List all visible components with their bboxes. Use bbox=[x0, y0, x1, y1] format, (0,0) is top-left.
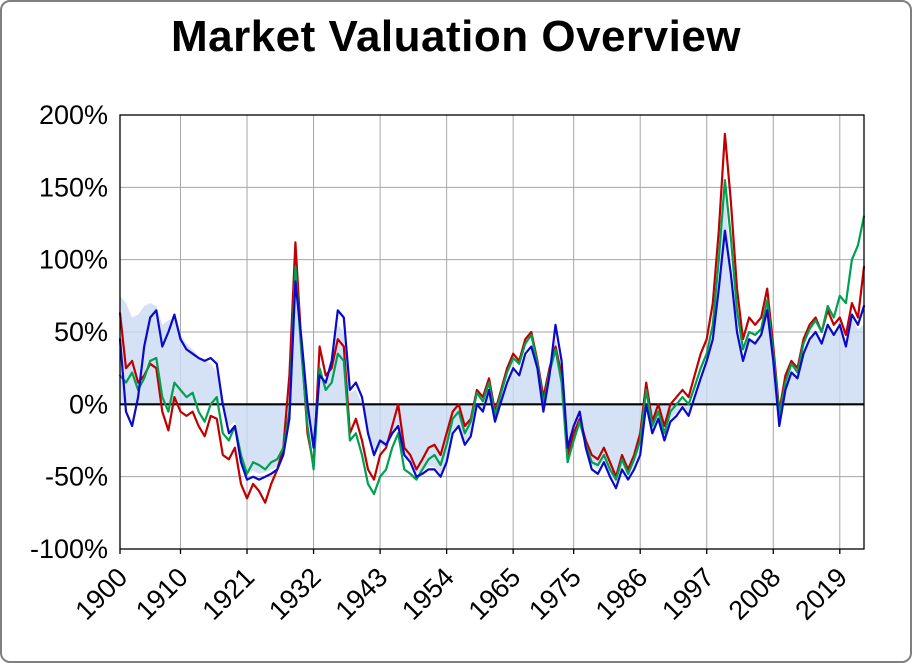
green-series bbox=[118, 179, 866, 496]
shaded-band bbox=[120, 187, 864, 484]
x-tick-label: 1900 bbox=[70, 562, 134, 626]
x-tick-label: 1932 bbox=[263, 562, 327, 626]
x-tick-label: 1910 bbox=[130, 562, 194, 626]
x-tick-label: 1965 bbox=[463, 562, 527, 626]
x-tick-label: 1986 bbox=[590, 562, 654, 626]
x-tick-label: 2008 bbox=[723, 562, 787, 626]
x-tick-label: 1975 bbox=[523, 562, 587, 626]
y-tick-label: 200% bbox=[39, 100, 108, 130]
x-tick-label: 1921 bbox=[197, 562, 261, 626]
y-tick-label: -50% bbox=[45, 462, 108, 492]
x-tick-label: 1954 bbox=[396, 562, 460, 626]
y-tick-label: -100% bbox=[30, 534, 108, 564]
blue-series bbox=[118, 229, 866, 490]
x-tick-label: 2019 bbox=[789, 562, 853, 626]
y-tick-label: 50% bbox=[54, 317, 108, 347]
red-series bbox=[118, 132, 866, 504]
x-tick-label: 1943 bbox=[330, 562, 394, 626]
y-tick-label: 150% bbox=[39, 172, 108, 202]
y-tick-label: 100% bbox=[39, 245, 108, 275]
y-tick-label: 0% bbox=[69, 389, 108, 419]
plot-border bbox=[119, 114, 865, 550]
x-tick-label: 1997 bbox=[656, 562, 720, 626]
chart-title: Market Valuation Overview bbox=[170, 12, 742, 61]
